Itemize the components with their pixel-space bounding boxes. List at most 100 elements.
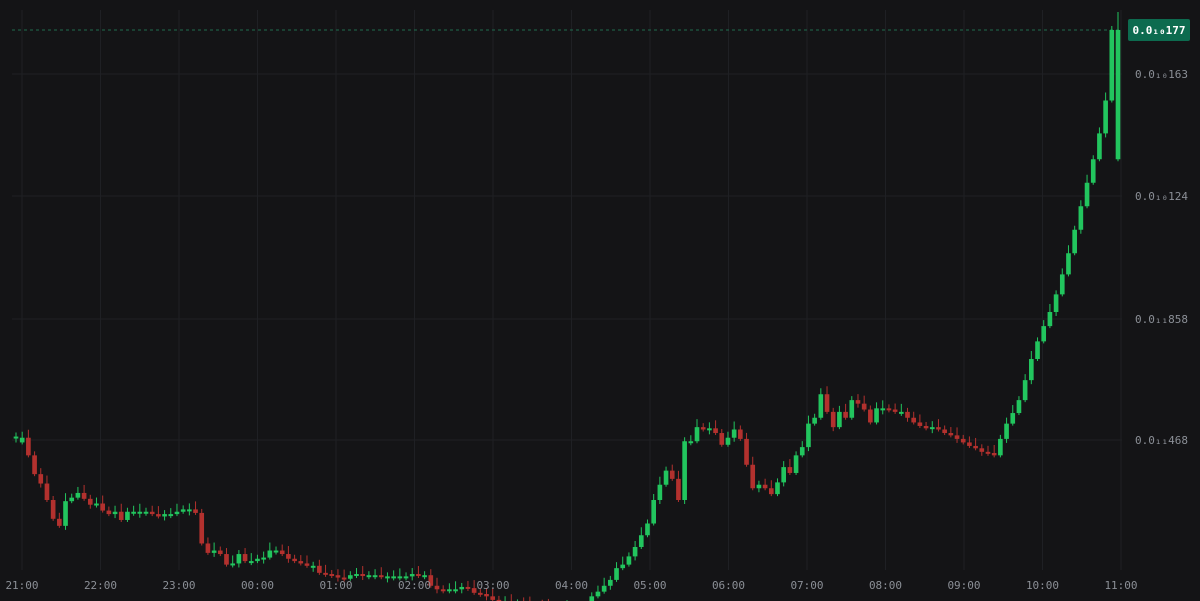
candle-up	[1084, 182, 1090, 207]
candle-down	[217, 550, 223, 555]
candle-down	[923, 425, 929, 429]
candle-down	[224, 554, 229, 565]
candle-up	[651, 500, 656, 524]
candle-down	[991, 453, 997, 456]
candle-up	[1059, 274, 1065, 295]
candle-down	[824, 394, 830, 412]
candle-up	[174, 511, 180, 515]
grid-lines	[12, 10, 1122, 570]
candle-up	[929, 427, 935, 430]
candle-down	[886, 408, 892, 411]
candle-down	[341, 577, 347, 580]
candle-down	[744, 438, 749, 465]
candle-down	[292, 558, 297, 562]
last-price-badge: 0.0₁₀177	[1128, 19, 1190, 41]
candle-down	[911, 417, 917, 423]
candle-down	[973, 445, 978, 449]
x-tick-label: 05:00	[633, 579, 666, 592]
candle-down	[50, 500, 56, 519]
candle-up	[230, 563, 236, 566]
candle-up	[354, 574, 359, 577]
candle-up	[849, 400, 855, 418]
x-axis: 21:00 22:00 23:00 00:00 01:00 02:00 03:00 04:00…	[5, 579, 1137, 592]
x-tick-label: 04:00	[555, 579, 588, 592]
candle-up	[255, 558, 260, 562]
candle-down	[205, 543, 211, 553]
candle-down	[149, 511, 155, 515]
candle-down	[669, 470, 675, 479]
candle-up	[620, 564, 626, 569]
candle-up	[793, 455, 799, 473]
candle-down	[317, 565, 322, 573]
candle-up	[657, 484, 663, 500]
candle-up	[385, 576, 390, 579]
candle-up	[608, 579, 613, 586]
candle-up	[1103, 100, 1108, 134]
candle-up	[180, 509, 186, 512]
candle-down	[985, 451, 991, 454]
candle-down	[87, 498, 93, 505]
candle-up	[1053, 294, 1059, 312]
candle-up	[707, 428, 712, 431]
x-tick-label: 08:00	[869, 579, 902, 592]
candle-down	[242, 554, 248, 562]
candle-up	[69, 497, 75, 502]
candle-up	[1072, 229, 1077, 254]
candle-down	[286, 554, 291, 559]
candle-down	[496, 599, 502, 601]
candle-down	[44, 483, 50, 500]
candle-up	[1035, 341, 1040, 359]
candle-up	[422, 575, 427, 578]
candle-up	[775, 482, 780, 495]
candle-down	[416, 574, 421, 577]
candle-up	[347, 575, 353, 579]
y-tick-label: 0.0₁₁858	[1135, 313, 1188, 326]
candle-down	[478, 592, 483, 595]
candle-up	[1010, 413, 1016, 424]
candle-down	[948, 433, 954, 436]
candle-up	[162, 514, 167, 517]
candle-down	[360, 574, 366, 577]
candle-up	[131, 511, 136, 514]
candle-up	[595, 591, 601, 597]
candle-up	[731, 429, 737, 438]
candle-down	[81, 492, 87, 499]
candle-up	[1047, 312, 1053, 327]
candle-up	[898, 411, 904, 414]
candle-up	[397, 576, 403, 579]
candle-down	[843, 411, 848, 418]
candle-up	[638, 535, 644, 547]
candles	[13, 12, 1121, 601]
candle-up	[998, 438, 1003, 456]
candle-down	[118, 511, 124, 520]
candle-down	[298, 561, 304, 564]
candle-up	[94, 503, 99, 506]
candle-up	[1066, 253, 1071, 275]
candle-up	[874, 408, 879, 423]
candle-up	[1090, 159, 1096, 183]
x-tick-label: 00:00	[241, 579, 274, 592]
candle-up	[459, 586, 465, 590]
candle-up	[1109, 30, 1115, 101]
candle-up	[1078, 206, 1084, 230]
candle-down	[942, 429, 947, 434]
candle-up	[799, 447, 805, 456]
candle-up	[372, 575, 378, 578]
candle-down	[193, 509, 198, 513]
candle-up	[187, 509, 192, 512]
candle-down	[26, 437, 31, 456]
candle-up	[682, 441, 687, 500]
candle-down	[484, 594, 489, 597]
candle-up	[267, 550, 273, 558]
candle-down	[304, 563, 310, 566]
x-tick-label: 09:00	[947, 579, 980, 592]
candle-down	[471, 588, 477, 593]
candle-up	[781, 467, 787, 483]
candle-up	[19, 437, 25, 443]
candle-up	[818, 394, 824, 418]
candle-up	[601, 585, 607, 592]
candle-down	[490, 596, 496, 600]
candle-down	[967, 442, 972, 446]
candle-down	[428, 575, 434, 586]
y-axis: 0.0₁₀163 0.0₁₀124 0.0₁₁858 0.0₁₁468	[1135, 68, 1188, 447]
